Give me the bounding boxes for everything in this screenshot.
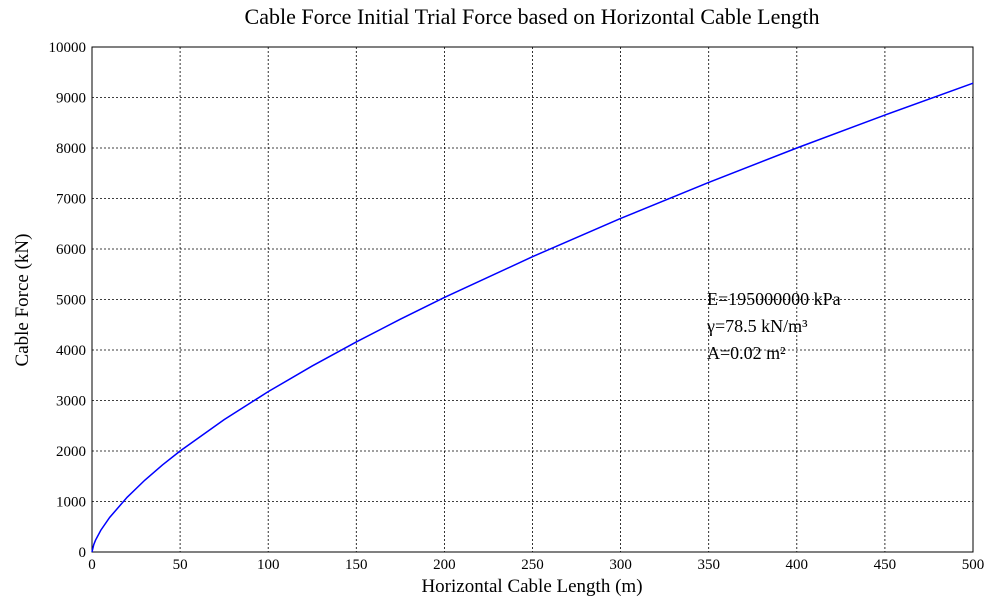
- y-tick-label: 0: [79, 545, 87, 561]
- x-tick-label: 450: [874, 557, 897, 573]
- x-tick-label: 300: [609, 557, 632, 573]
- y-tick-label: 6000: [56, 242, 86, 258]
- x-tick-label: 50: [173, 557, 188, 573]
- x-tick-label: 100: [257, 557, 280, 573]
- x-tick-label: 350: [697, 557, 720, 573]
- y-tick-label: 2000: [56, 444, 86, 460]
- y-tick-label: 7000: [56, 192, 86, 208]
- y-tick-label: 8000: [56, 141, 86, 157]
- y-tick-label: 9000: [56, 91, 86, 107]
- x-axis-label: Horizontal Cable Length (m): [421, 576, 642, 597]
- x-tick-label: 250: [521, 557, 544, 573]
- annotation: E=195000000 kPa: [707, 289, 841, 309]
- y-tick-label: 4000: [56, 343, 86, 359]
- y-tick-label: 10000: [49, 40, 87, 56]
- y-tick-label: 3000: [56, 394, 86, 410]
- plot-frame: [91, 46, 974, 553]
- x-tick-label: 0: [88, 557, 96, 573]
- data-line: [91, 82, 974, 553]
- chart-title: Cable Force Initial Trial Force based on…: [245, 4, 820, 29]
- x-tick-label: 200: [433, 557, 456, 573]
- y-tick-label: 1000: [56, 495, 86, 511]
- y-tick-label: 5000: [56, 293, 86, 309]
- y-axis-label: Cable Force (kN): [12, 234, 33, 367]
- annotation: γ=78.5 kN/m³: [706, 316, 808, 336]
- x-tick-label: 400: [786, 557, 809, 573]
- x-tick-label: 500: [962, 557, 985, 573]
- x-tick-label: 150: [345, 557, 368, 573]
- annotation: A=0.02 m²: [707, 343, 786, 363]
